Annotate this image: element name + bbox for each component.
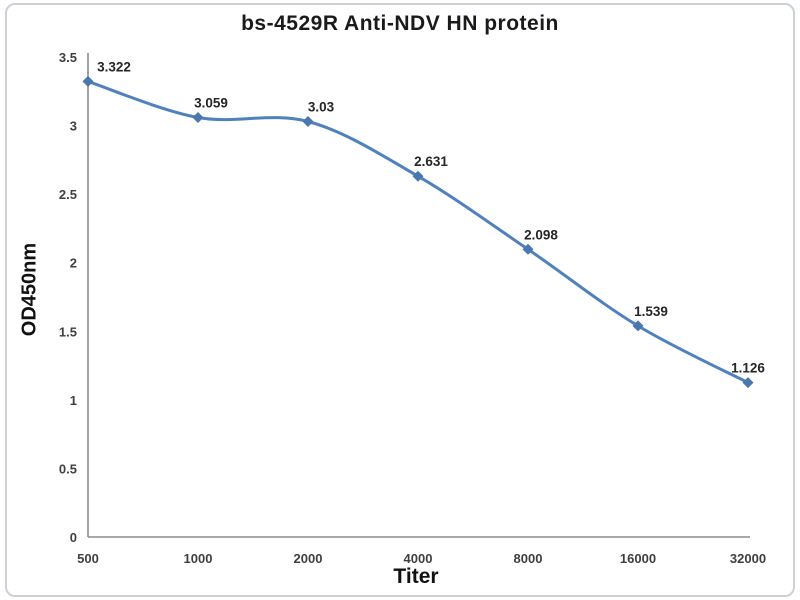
y-tick-label: 0 <box>70 530 77 545</box>
x-axis-title: Titer <box>393 565 439 588</box>
data-point-label: 2.631 <box>414 154 448 169</box>
x-tick-label: 1000 <box>184 551 213 566</box>
x-tick-label: 32000 <box>730 551 766 566</box>
data-point-label: 1.539 <box>634 304 668 319</box>
data-point-marker <box>632 320 644 332</box>
data-point-label: 3.03 <box>308 100 335 115</box>
data-point-marker <box>302 116 314 127</box>
y-tick-label: 1 <box>70 393 77 408</box>
x-tick-label: 16000 <box>620 551 656 566</box>
x-tick-label: 4000 <box>404 551 433 566</box>
y-tick-label: 1.5 <box>59 324 77 339</box>
data-point-marker <box>412 170 424 182</box>
y-tick-label: 3.5 <box>59 50 77 65</box>
y-tick-label: 2.5 <box>59 187 77 202</box>
y-tick-label: 0.5 <box>59 461 77 476</box>
data-point-marker <box>82 75 94 87</box>
x-tick-label: 8000 <box>514 551 543 566</box>
x-tick-label: 500 <box>77 551 99 566</box>
data-point-marker <box>742 377 754 389</box>
y-tick-label: 2 <box>70 256 77 271</box>
data-point-marker <box>522 243 534 255</box>
series-line <box>86 79 750 385</box>
data-point-label: 2.098 <box>524 227 558 242</box>
data-point-label: 3.059 <box>194 96 228 111</box>
chart-frame <box>5 3 795 597</box>
data-point-label: 3.322 <box>97 59 131 74</box>
data-point-marker <box>192 112 204 123</box>
y-tick-label: 3 <box>70 119 77 134</box>
x-tick-label: 2000 <box>294 551 323 566</box>
data-point-label: 1.126 <box>731 361 765 376</box>
chart-title: bs-4529R Anti-NDV HN protein <box>241 12 559 35</box>
